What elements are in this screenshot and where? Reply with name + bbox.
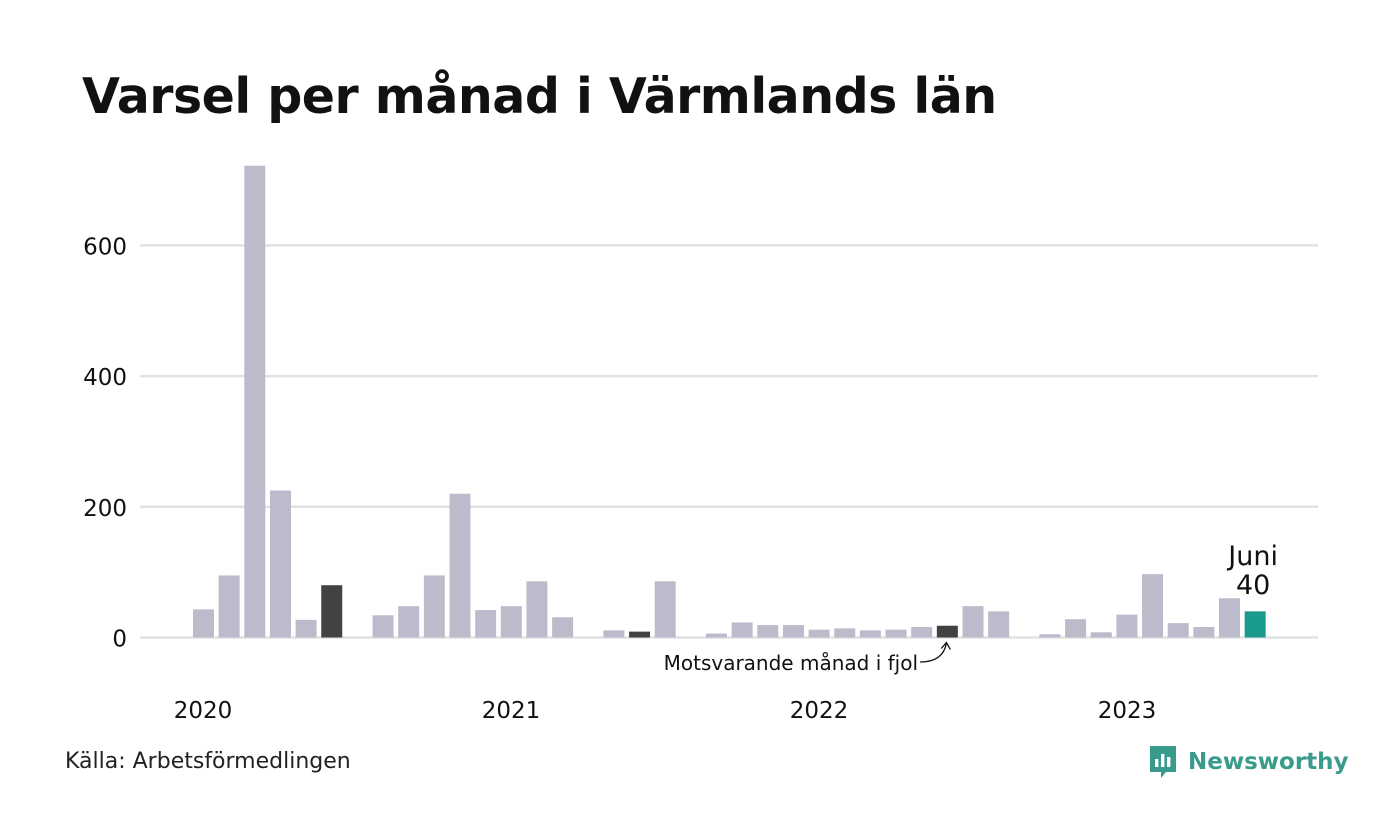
bar-2021-09 — [706, 633, 727, 638]
annotation-arrowhead — [940, 641, 951, 650]
bar-2021-07 — [654, 581, 676, 638]
bar-2023-04 — [1193, 627, 1215, 638]
bar-2020-04 — [269, 490, 291, 638]
y-tick-label: 400 — [83, 365, 127, 391]
bar-2020-02 — [218, 575, 240, 638]
bar-2021-05 — [603, 630, 625, 638]
bar-2022-02 — [834, 628, 856, 638]
y-tick-label: 200 — [83, 496, 127, 522]
bar-2022-11 — [1065, 619, 1087, 638]
bar-2022-08 — [988, 611, 1010, 638]
current-month-label: Juni — [1226, 541, 1278, 572]
bar-2021-01 — [500, 606, 522, 638]
annotation-arrow — [919, 643, 947, 663]
current-value-label: 40 — [1236, 570, 1270, 601]
bar-2021-02 — [526, 581, 548, 638]
bar-2023-01 — [1116, 614, 1138, 638]
chart-title: Varsel per månad i Värmlands län — [82, 68, 997, 125]
bar-2020-03 — [244, 165, 266, 638]
source-note: Källa: Arbetsförmedlingen — [65, 749, 351, 774]
prior-month-note: Motsvarande månad i fjol — [664, 651, 918, 675]
bar-2022-12 — [1090, 632, 1112, 638]
bar-2020-01 — [193, 609, 214, 638]
y-tick-label: 600 — [83, 234, 127, 260]
x-tick-label: 2020 — [174, 698, 233, 724]
bar-2022-05 — [911, 627, 933, 638]
bar-2023-05 — [1219, 598, 1240, 638]
bar-2022-04 — [885, 629, 907, 638]
bar-2020-12 — [475, 610, 497, 638]
bar-2020-10 — [423, 575, 445, 638]
bar-2021-03 — [552, 617, 574, 638]
bar-2022-07 — [962, 606, 984, 638]
bar-2021-11 — [757, 625, 779, 638]
bar-2023-02 — [1142, 574, 1164, 638]
bar-2020-05 — [295, 619, 317, 638]
bar-2021-10 — [731, 622, 753, 638]
bar-2022-03 — [859, 630, 881, 638]
bar-2020-11 — [449, 493, 471, 638]
bar-2020-09 — [398, 606, 420, 638]
bar-2020-08 — [372, 615, 394, 638]
x-tick-label: 2021 — [482, 698, 541, 724]
newsworthy-logo-icon — [1150, 746, 1176, 778]
y-tick-label: 0 — [112, 627, 127, 653]
bars — [193, 165, 1266, 638]
gridlines — [140, 244, 1318, 639]
y-axis-ticks: 0 200 400 600 — [83, 234, 127, 652]
x-tick-label: 2022 — [790, 698, 849, 724]
bar-2020-06 — [321, 585, 343, 638]
bar-2022-10 — [1039, 634, 1061, 638]
brand-logo[interactable]: Newsworthy — [1148, 744, 1349, 780]
bar-2021-12 — [782, 625, 804, 638]
bar-2022-01 — [808, 629, 830, 638]
bar-2023-03 — [1167, 623, 1189, 638]
x-axis-labels: 2020 2021 2022 2023 — [174, 698, 1157, 724]
x-tick-label: 2023 — [1098, 698, 1157, 724]
bar-2021-06 — [629, 631, 651, 638]
bar-2023-06 — [1244, 611, 1266, 638]
brand-name: Newsworthy — [1188, 749, 1349, 775]
bar-2022-06 — [936, 625, 958, 638]
